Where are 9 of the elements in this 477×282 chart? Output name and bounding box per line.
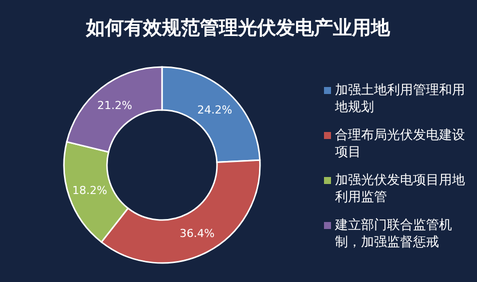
data-label: 21.2% xyxy=(97,98,132,112)
legend-label: 建立部门联合监管机制，加强监督惩戒 xyxy=(335,217,453,251)
data-label: 36.4% xyxy=(180,226,215,240)
chart-title: 如何有效规范管理光伏发电产业用地 xyxy=(85,17,391,39)
legend-label: 合理布局光伏发电建设项目 xyxy=(335,127,466,161)
legend-label: 加强光伏发电项目用地利用监管 xyxy=(335,172,466,206)
data-label: 18.2% xyxy=(72,184,108,198)
data-label: 24.2% xyxy=(197,104,232,117)
legend-label: 加强土地利用管理和用地规划 xyxy=(335,82,466,116)
